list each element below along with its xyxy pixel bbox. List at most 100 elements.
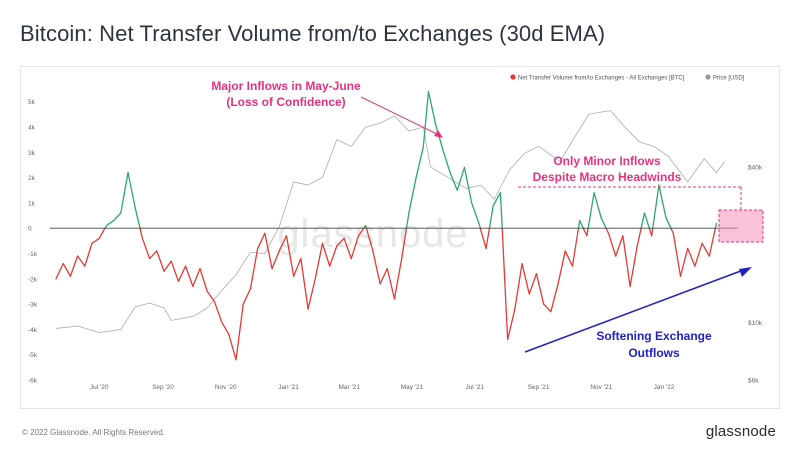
net-transfer-segment — [449, 171, 458, 191]
net-transfer-segment — [372, 250, 381, 285]
net-transfer-segment — [213, 300, 223, 323]
y-right-tick-label: $40k — [748, 164, 763, 171]
annotation-major-inflows-arrow — [360, 96, 440, 136]
net-transfer-segment — [141, 237, 151, 260]
net-transfer-segment — [257, 232, 266, 250]
net-transfer-segment — [564, 250, 574, 267]
x-tick-label: May '21 — [401, 384, 424, 391]
net-transfer-segment — [271, 250, 280, 270]
x-tick-label: Nov '20 — [215, 384, 237, 391]
annotation-major-inflows-line1: Major Inflows in May-June — [211, 79, 361, 93]
y-tick-label: 0 — [28, 226, 32, 233]
net-transfer-segment — [586, 227, 589, 237]
net-transfer-segment — [386, 268, 396, 300]
annotation-major-inflows-arrowhead — [434, 130, 443, 138]
net-transfer-segment — [643, 212, 650, 229]
net-transfer-segment — [84, 242, 93, 267]
y-tick-label: 5k — [28, 99, 36, 106]
y-right-tick-label: $10k — [748, 320, 763, 327]
y-right-axis: $40k $10k $6k — [748, 164, 763, 384]
y-tick-label: -5k — [28, 352, 38, 359]
net-transfer-segment — [76, 255, 86, 267]
annotation-minor-inflows-line2: Despite Macro Headwinds — [533, 170, 682, 184]
net-transfer-segment — [615, 235, 624, 257]
net-transfer-segment — [577, 219, 581, 229]
net-transfer-segment — [343, 237, 352, 260]
net-transfer-segment — [607, 232, 617, 257]
x-tick-label: Mar '21 — [338, 384, 360, 391]
y-tick-label: -3k — [28, 302, 38, 309]
net-transfer-segment — [163, 260, 172, 272]
net-transfer-segment — [170, 260, 180, 282]
x-tick-label: Nov '21 — [590, 384, 612, 391]
net-transfer-segment — [640, 212, 646, 229]
legend: Net Transfer Volume from/to Exchanges - … — [510, 74, 745, 82]
net-transfer-segment — [470, 202, 480, 224]
x-tick-label: Sep '20 — [152, 384, 174, 391]
net-transfer-segment — [148, 250, 158, 260]
net-transfer-segment — [665, 217, 672, 229]
annotation-softening-arrowhead — [739, 267, 752, 277]
net-transfer-segment — [670, 227, 674, 234]
annotation-softening-arrow — [524, 268, 747, 353]
net-transfer-segment — [293, 257, 302, 277]
annotation-major-inflows-line2: (Loss of Confidence) — [226, 95, 345, 109]
net-transfer-segment — [199, 268, 208, 293]
net-transfer-segment — [622, 235, 631, 288]
annotation-minor-inflows: Only Minor Inflows Despite Macro Headwin… — [518, 154, 764, 243]
net-transfer-segment — [679, 247, 689, 277]
net-transfer-segment — [694, 242, 703, 267]
net-transfer-segment — [521, 262, 530, 295]
net-transfer-segment — [228, 333, 237, 361]
net-transfer-segment — [55, 262, 64, 280]
net-transfer-segment — [235, 303, 244, 361]
net-transfer-segment — [314, 242, 324, 280]
y-tick-label: 2k — [28, 175, 36, 182]
net-transfer-segment — [393, 257, 403, 300]
net-transfer-segment — [499, 192, 503, 229]
net-transfer-segment — [127, 171, 136, 209]
net-transfer-segment — [105, 219, 115, 227]
y-tick-label: -4k — [28, 327, 38, 334]
net-transfer-segment — [329, 245, 338, 267]
x-tick-label: Jul '21 — [465, 384, 484, 391]
legend-label-net-transfer: Net Transfer Volume from/to Exchanges - … — [518, 76, 685, 82]
y-tick-label: -2k — [28, 276, 38, 283]
net-transfer-segment — [714, 222, 718, 229]
y-left-axis: 5k 4k 3k 2k 1k 0 -1k -2k -3k -4k -5k -6k — [28, 99, 38, 384]
net-transfer-segment — [579, 219, 584, 229]
net-transfer-series — [55, 90, 718, 361]
net-transfer-segment — [701, 242, 710, 257]
net-transfer-segment — [587, 192, 595, 229]
net-transfer-segment — [307, 278, 316, 310]
net-transfer-segment — [507, 308, 516, 341]
annotation-minor-inflows-box — [718, 209, 764, 243]
net-transfer-segment — [442, 149, 451, 174]
y-tick-label: 4k — [28, 124, 36, 131]
net-transfer-segment — [488, 204, 494, 229]
net-transfer-segment — [427, 90, 437, 126]
net-transfer-segment — [285, 235, 295, 277]
chart-title: Bitcoin: Net Transfer Volume from/to Exc… — [20, 21, 606, 46]
y-tick-label: -1k — [28, 251, 38, 258]
net-transfer-segment — [651, 227, 654, 237]
glassnode-logo: glassnode — [705, 423, 776, 440]
annotation-softening-outflows: Softening Exchange Outflows — [524, 267, 752, 360]
y-tick-label: -6k — [28, 378, 38, 385]
net-transfer-segment — [535, 273, 545, 305]
net-transfer-segment — [605, 227, 610, 234]
net-transfer-segment — [139, 227, 144, 239]
annotation-major-inflows: Major Inflows in May-June (Loss of Confi… — [211, 79, 443, 138]
net-transfer-segment — [501, 227, 509, 341]
y-tick-label: 3k — [28, 150, 36, 157]
x-tick-label: Jan '21 — [278, 384, 299, 391]
annotation-minor-inflows-line1: Only Minor Inflows — [553, 154, 661, 168]
legend-dot-price — [705, 74, 711, 80]
net-transfer-segment — [479, 227, 487, 250]
net-transfer-segment — [379, 268, 388, 285]
net-transfer-segment — [350, 235, 360, 260]
net-transfer-segment — [69, 255, 79, 277]
annotation-softening-line2: Outflows — [628, 346, 680, 360]
net-transfer-segment — [321, 242, 331, 267]
